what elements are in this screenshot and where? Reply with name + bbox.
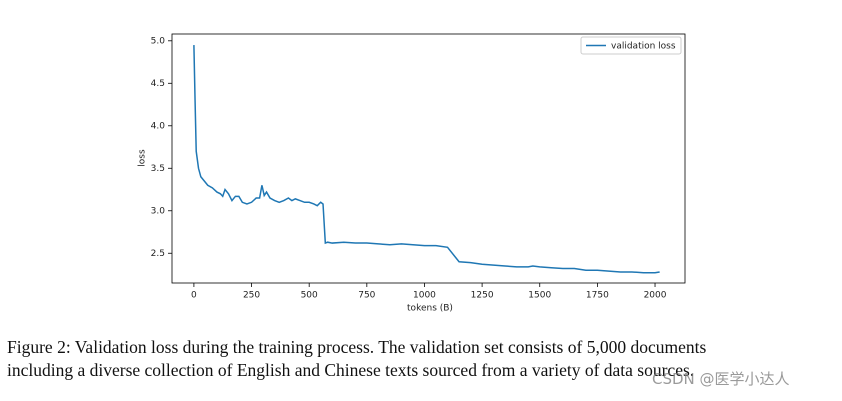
legend-label: validation loss (611, 42, 676, 52)
x-tick-label: 2000 (644, 291, 667, 301)
x-tick-label: 1750 (586, 291, 609, 301)
x-tick-label: 500 (301, 291, 318, 301)
x-tick-label: 1500 (528, 291, 551, 301)
plot-frame (171, 33, 686, 284)
y-axis-label: loss (138, 149, 148, 167)
legend-box (580, 36, 682, 55)
x-tick-label: 250 (243, 291, 260, 301)
loss-line (193, 45, 660, 274)
caption-line: including a diverse collection of Englis… (7, 360, 695, 380)
y-tick-label: 3.0 (151, 206, 166, 216)
chart: tokens (B) loss 2.5 3.0 3.5 4.0 4.5 5.0 0 250 50… (138, 33, 686, 314)
x-tick-label: 0 (191, 291, 197, 301)
y-tick-label: 3.5 (151, 164, 165, 174)
y-tick-label: 4.0 (151, 121, 166, 131)
y-tick-label: 2.5 (151, 249, 165, 259)
y-tick-label: 5.0 (151, 36, 166, 46)
x-tick-label: 1250 (471, 291, 494, 301)
x-tick-label: 1000 (413, 291, 436, 301)
y-tick-label: 4.5 (151, 79, 165, 89)
watermark: CSDN @医学小达人 (652, 370, 790, 388)
x-tick-label: 750 (358, 291, 375, 301)
caption-line: Figure 2: Validation loss during the tra… (7, 337, 707, 357)
x-axis-label: tokens (B) (407, 304, 453, 314)
